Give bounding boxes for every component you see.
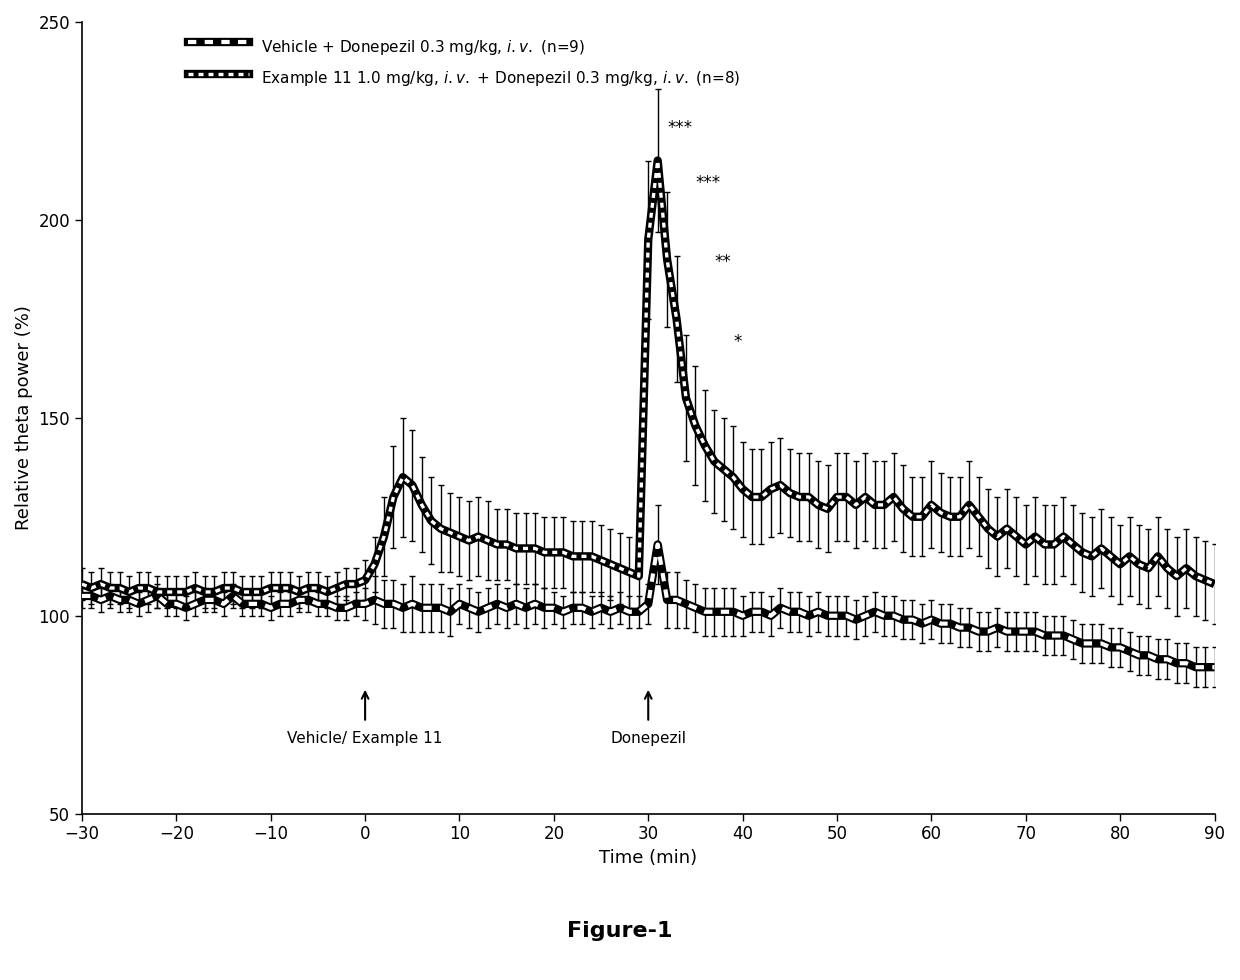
- Text: ***: ***: [667, 119, 692, 137]
- Text: ***: ***: [696, 174, 720, 192]
- Text: Figure-1: Figure-1: [567, 921, 673, 941]
- X-axis label: Time (min): Time (min): [599, 849, 697, 867]
- Text: Vehicle/ Example 11: Vehicle/ Example 11: [288, 730, 443, 746]
- Text: Donepezil: Donepezil: [610, 730, 686, 746]
- Text: **: **: [714, 254, 732, 271]
- Y-axis label: Relative theta power (%): Relative theta power (%): [15, 306, 33, 530]
- Text: *: *: [733, 332, 742, 351]
- Legend: Vehicle + Donepezil 0.3 mg/kg, $\mathit{i.v.}$ (n=9), Example 11 1.0 mg/kg, $\ma: Vehicle + Donepezil 0.3 mg/kg, $\mathit{…: [180, 29, 749, 96]
